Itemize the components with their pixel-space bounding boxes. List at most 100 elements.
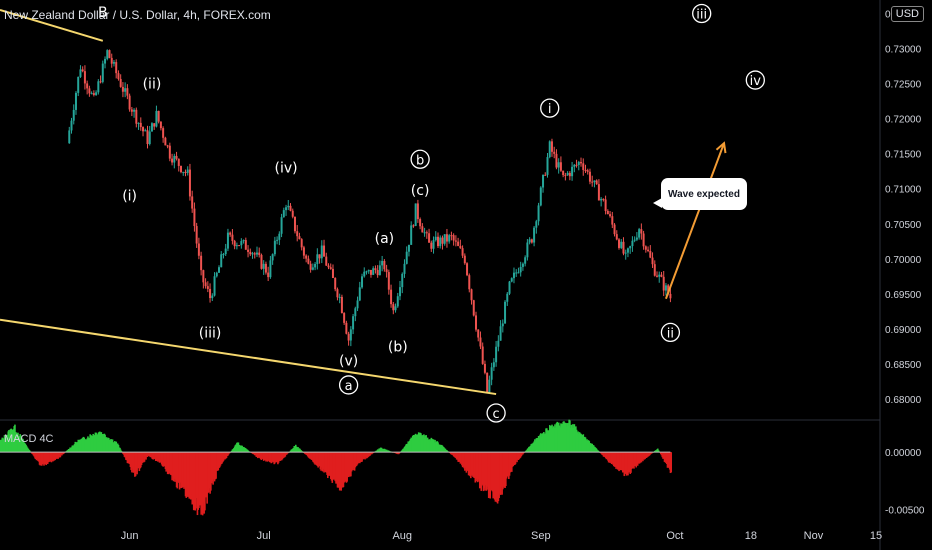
x-tick-label: Jun	[121, 530, 139, 542]
candle-body	[104, 58, 107, 64]
candle-body	[74, 92, 77, 110]
candle-body	[182, 171, 185, 173]
candle-body	[302, 247, 305, 256]
candle-body	[519, 266, 522, 273]
candle-body	[492, 362, 495, 368]
macd-bar	[119, 449, 122, 453]
candle-body	[320, 245, 323, 259]
candle-body	[305, 255, 308, 259]
candle-body	[524, 257, 527, 264]
y-tick-label: 0.71500	[885, 150, 922, 161]
macd-y-tick-label: 0.00000	[885, 448, 922, 459]
candle-body	[477, 329, 480, 338]
candle-body	[521, 263, 524, 267]
candle-body	[544, 174, 547, 176]
candle-body	[271, 254, 274, 261]
candle-body	[430, 242, 433, 249]
candle-body	[662, 276, 665, 291]
candle-body	[282, 210, 285, 218]
wave-label: B	[98, 5, 108, 21]
candle-body	[311, 267, 314, 270]
candle-body	[488, 379, 491, 393]
candle-body	[162, 128, 165, 138]
candle-body	[323, 245, 326, 257]
candle-body	[166, 145, 169, 147]
x-tick-label: Nov	[804, 530, 824, 542]
candle-body	[79, 69, 82, 77]
candle-body	[298, 236, 301, 240]
candle-body	[394, 306, 397, 311]
candle-body	[571, 166, 574, 177]
candle-body	[352, 316, 355, 330]
candle-body	[550, 141, 553, 152]
candle-body	[191, 196, 194, 209]
candle-body	[486, 372, 489, 393]
candle-body	[331, 268, 334, 278]
wave-label-text: (iii)	[199, 325, 222, 341]
x-tick-label: 15	[870, 530, 882, 542]
candle-body	[159, 121, 162, 129]
candle-body	[611, 216, 614, 225]
candle-body	[618, 239, 621, 248]
candle-body	[651, 257, 654, 265]
candle-body	[314, 263, 317, 268]
candle-body	[287, 205, 290, 208]
candle-body	[490, 367, 493, 380]
macd-bar	[670, 452, 673, 473]
currency-badge[interactable]: USD	[890, 6, 924, 22]
wave-label: ii	[660, 322, 681, 343]
candle-body	[83, 71, 86, 84]
macd-bar	[228, 452, 231, 454]
wave-label-text: b	[416, 153, 424, 168]
candle-body	[278, 233, 281, 240]
candle-body	[559, 162, 562, 171]
y-tick-label: 0.70500	[885, 220, 922, 231]
candle-body	[512, 272, 515, 279]
candle-body	[231, 234, 234, 241]
wave-label-text: (c)	[411, 183, 430, 199]
candle-body	[407, 244, 410, 252]
candle-body	[347, 333, 350, 341]
candle-body	[247, 249, 250, 252]
candle-body	[336, 289, 339, 298]
candle-body	[600, 198, 603, 201]
y-tick-label: 0.68000	[885, 395, 922, 406]
candle-body	[106, 50, 109, 59]
wave-label: (i)	[122, 189, 137, 205]
candle-body	[501, 323, 504, 327]
candle-body	[479, 337, 482, 347]
candle-body	[173, 155, 176, 163]
candle-body	[285, 207, 288, 211]
candle-body	[267, 272, 270, 278]
candle-body	[582, 163, 585, 170]
candle-body	[658, 274, 661, 277]
candle-body	[392, 304, 395, 311]
candle-body	[620, 241, 623, 248]
candle-body	[499, 326, 502, 341]
candle-body	[542, 174, 545, 188]
candle-body	[358, 287, 361, 301]
macd-y-tick-label: -0.00500	[885, 506, 925, 517]
candle-body	[338, 296, 341, 298]
macd-bar	[651, 452, 653, 454]
wave-label-circle	[410, 149, 430, 169]
candle-body	[197, 243, 200, 256]
candle-body	[99, 81, 102, 83]
candle-body	[260, 254, 263, 269]
y-tick-label: 0.73000	[885, 45, 922, 56]
candle-body	[568, 172, 571, 177]
candle-body	[385, 269, 388, 273]
candle-body	[363, 271, 366, 277]
y-tick-label: 0.69000	[885, 325, 922, 336]
candle-body	[383, 260, 386, 270]
macd-indicator-label[interactable]: MACD 4C	[4, 433, 54, 445]
candle-body	[463, 255, 466, 264]
candle-body	[340, 296, 343, 314]
candle-body	[249, 251, 252, 255]
candle-body	[546, 157, 549, 175]
candle-body	[566, 172, 569, 176]
candle-body	[372, 268, 375, 275]
candle-body	[403, 263, 406, 274]
candle-body	[439, 237, 442, 247]
